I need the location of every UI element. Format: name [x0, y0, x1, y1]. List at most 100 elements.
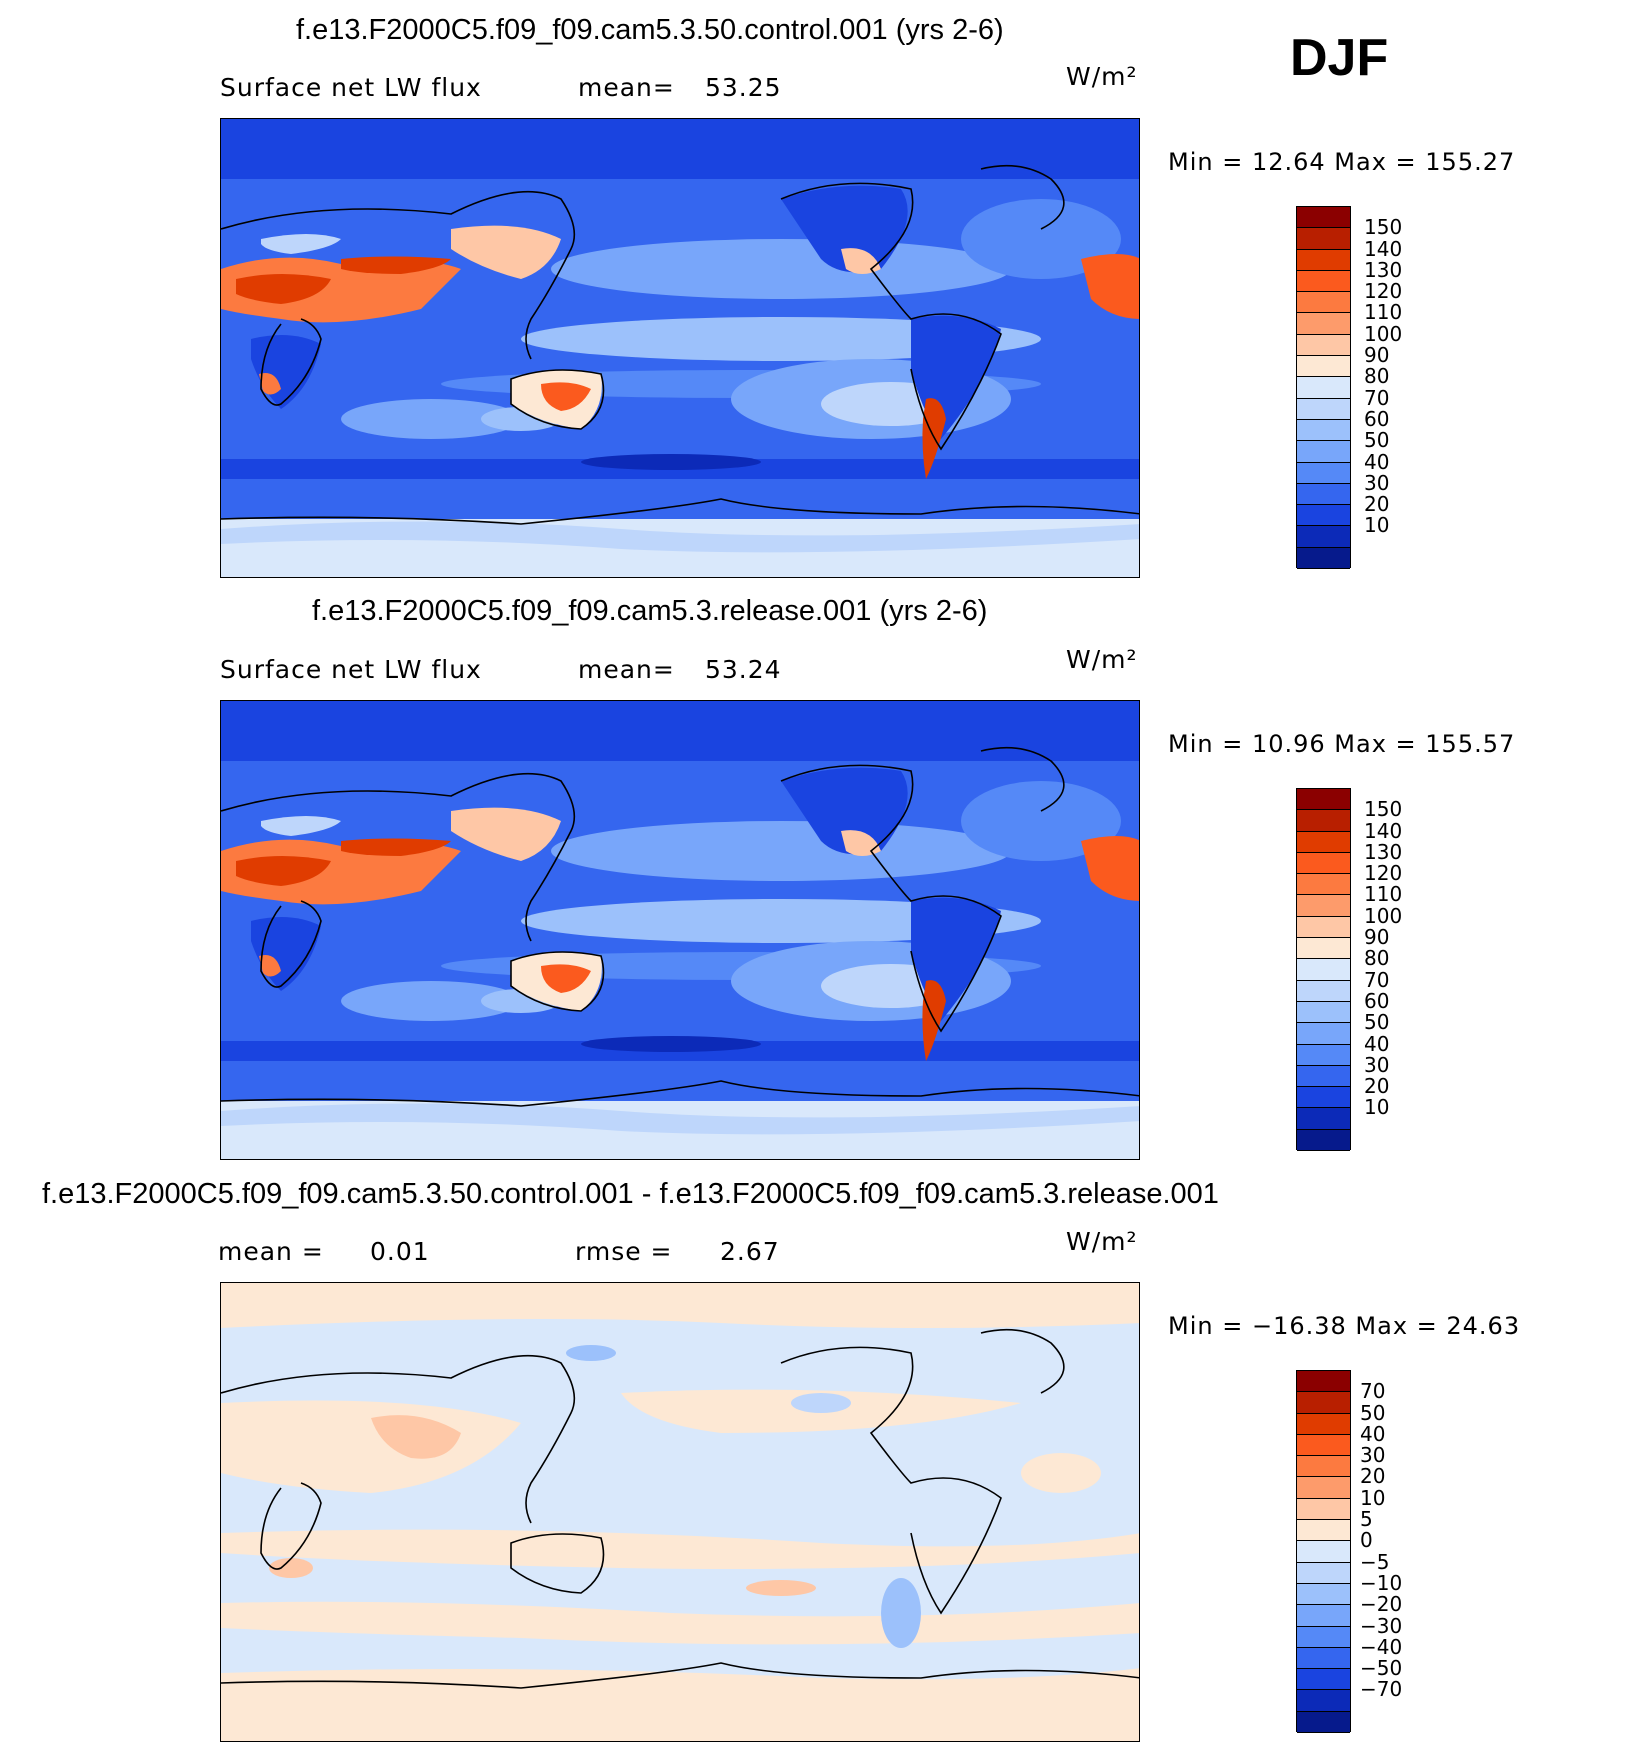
colorbar-swatch: [1297, 419, 1350, 442]
colorbar-swatch: [1297, 938, 1350, 960]
colorbar-swatch: [1297, 1023, 1350, 1045]
panel-release-map: [220, 700, 1140, 1160]
colorbar-tick-label: −40: [1360, 1634, 1403, 1659]
colorbar-swatch: [1297, 1498, 1350, 1521]
panel-control-mean-value: 53.25: [705, 73, 782, 102]
panel-diff-map: [220, 1282, 1140, 1742]
colorbar-swatch: [1297, 895, 1350, 917]
colorbar-tick-label: 140: [1364, 818, 1403, 843]
panel-release-mean-value: 53.24: [705, 655, 782, 684]
map-diff-svg: [221, 1283, 1139, 1741]
colorbar-swatch: [1297, 1541, 1350, 1563]
colorbar-tick-label: 100: [1364, 903, 1403, 928]
colorbar-tick-label: 60: [1364, 406, 1390, 431]
colorbar-swatch: [1297, 377, 1350, 399]
colorbar-swatch: [1297, 1605, 1350, 1627]
colorbar-swatch: [1297, 483, 1350, 506]
colorbar-swatch: [1297, 1583, 1350, 1606]
colorbar-swatch: [1297, 547, 1350, 569]
panel-release-mean-label: mean=: [578, 655, 675, 684]
colorbar-swatch: [1297, 1647, 1350, 1670]
colorbar-swatch: [1297, 249, 1350, 271]
panel-control-units: W/m²: [1066, 62, 1138, 91]
panel-diff-minmax: Min = −16.38 Max = 24.63: [1168, 1312, 1521, 1340]
colorbar-tick-label: 130: [1364, 839, 1403, 864]
colorbar-swatch: [1297, 334, 1350, 357]
colorbar-tick-label: −5: [1360, 1549, 1390, 1574]
panel-control-variable-label: Surface net LW flux: [220, 73, 482, 102]
colorbar-tick-label: 100: [1364, 321, 1403, 346]
panel-control-mean-label: mean=: [578, 73, 675, 102]
colorbar-tick-label: 20: [1364, 492, 1390, 517]
colorbar-tick-label: 60: [1364, 988, 1390, 1013]
colorbar-tick-label: 40: [1364, 1031, 1390, 1056]
colorbar-swatch: [1297, 313, 1350, 335]
colorbar-tick-label: −50: [1360, 1656, 1403, 1681]
panel-release-variable-label: Surface net LW flux: [220, 655, 482, 684]
panel-diff-mean-value: 0.01: [370, 1237, 430, 1266]
colorbar-swatch: [1297, 1456, 1350, 1478]
colorbar-tick-label: 50: [1364, 428, 1390, 453]
panel-diff-mean-label: mean =: [218, 1237, 324, 1266]
colorbar-swatch: [1297, 852, 1350, 875]
colorbar-swatch: [1297, 228, 1350, 250]
colorbar-tick-label: 130: [1364, 257, 1403, 282]
colorbar-swatch: [1297, 1392, 1350, 1414]
colorbar-swatch: [1297, 959, 1350, 981]
colorbar-tick-label: −20: [1360, 1592, 1403, 1617]
map-release-svg: [221, 701, 1139, 1159]
colorbar-swatch: [1297, 292, 1350, 314]
colorbar-tick-label: 30: [1364, 470, 1390, 495]
colorbar-swatch: [1297, 1626, 1350, 1648]
colorbar-tick-label: −70: [1360, 1677, 1403, 1702]
panel-release-title: f.e13.F2000C5.f09_f09.cam5.3.release.001…: [312, 595, 988, 627]
colorbar-tick-label: 120: [1364, 279, 1403, 304]
colorbar-tick-label: 110: [1364, 300, 1403, 325]
panel-control-map: [220, 118, 1140, 578]
colorbar-tick-label: 150: [1364, 215, 1403, 240]
colorbar-tick-label: 80: [1364, 946, 1390, 971]
colorbar-tick-label: 10: [1364, 1095, 1390, 1120]
colorbar-tick-label: 80: [1364, 364, 1390, 389]
colorbar-tick-label: 10: [1360, 1485, 1386, 1510]
colorbar-swatch: [1297, 441, 1350, 463]
colorbar-tick-label: 90: [1364, 343, 1390, 368]
colorbar-swatch: [1297, 874, 1350, 896]
colorbar-swatch: [1297, 398, 1350, 420]
colorbar-swatch: [1297, 916, 1350, 939]
panel-control-colorbar: [1296, 206, 1351, 569]
panel-release-colorbar: [1296, 788, 1351, 1151]
colorbar-swatch: [1297, 462, 1350, 484]
colorbar-tick-label: 120: [1364, 861, 1403, 886]
panel-diff-units: W/m²: [1066, 1227, 1138, 1256]
colorbar-tick-label: 40: [1360, 1421, 1386, 1446]
panel-diff-title: f.e13.F2000C5.f09_f09.cam5.3.50.control.…: [42, 1178, 1219, 1210]
colorbar-swatch: [1297, 1413, 1350, 1435]
colorbar-tick-label: 30: [1360, 1443, 1386, 1468]
map-control-svg: [221, 119, 1139, 577]
colorbar-swatch: [1297, 980, 1350, 1002]
colorbar-tick-label: 140: [1364, 236, 1403, 261]
colorbar-tick-label: 20: [1360, 1464, 1386, 1489]
colorbar-tick-label: 50: [1360, 1400, 1386, 1425]
colorbar-swatch: [1297, 1711, 1350, 1733]
colorbar-tick-label: 40: [1364, 449, 1390, 474]
panel-control-title: f.e13.F2000C5.f09_f09.cam5.3.50.control.…: [296, 14, 1004, 46]
colorbar-swatch: [1297, 1108, 1350, 1130]
colorbar-swatch: [1297, 1129, 1350, 1151]
colorbar-swatch: [1297, 1065, 1350, 1088]
colorbar-swatch: [1297, 356, 1350, 378]
panel-diff-rmse-value: 2.67: [720, 1237, 780, 1266]
colorbar-swatch: [1297, 1001, 1350, 1024]
colorbar-swatch: [1297, 1044, 1350, 1066]
colorbar-tick-label: 5: [1360, 1507, 1373, 1532]
colorbar-tick-label: 150: [1364, 797, 1403, 822]
colorbar-tick-label: 50: [1364, 1010, 1390, 1035]
colorbar-tick-label: 70: [1364, 385, 1390, 410]
colorbar-swatch: [1297, 1562, 1350, 1584]
panel-diff-rmse-label: rmse =: [575, 1237, 673, 1266]
colorbar-swatch: [1297, 1669, 1350, 1691]
panel-control-minmax: Min = 12.64 Max = 155.27: [1168, 148, 1516, 176]
colorbar-tick-label: 110: [1364, 882, 1403, 907]
colorbar-swatch: [1297, 789, 1350, 811]
